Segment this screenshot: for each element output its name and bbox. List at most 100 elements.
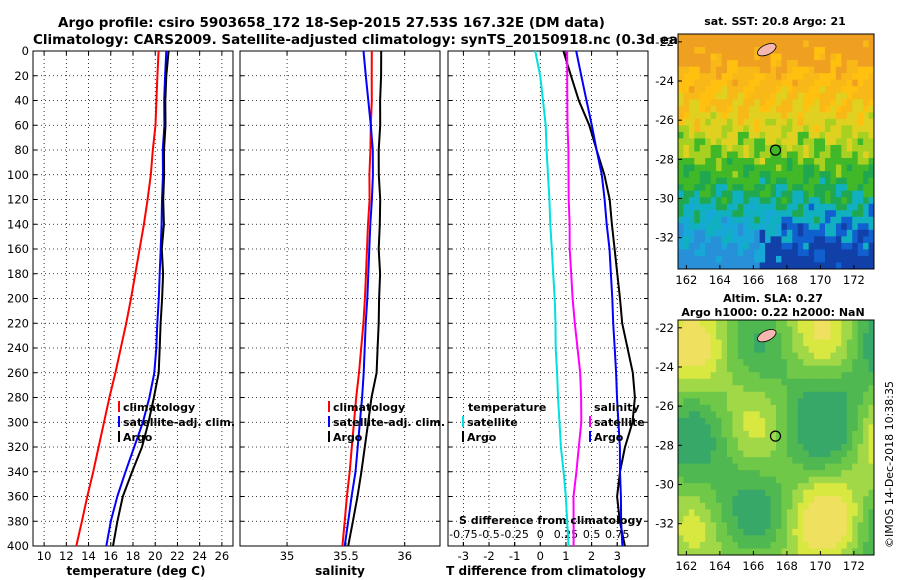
y-tick-label: 80: [14, 143, 29, 157]
map-cell: [721, 437, 728, 445]
map-cell: [841, 522, 848, 530]
map-cell: [841, 398, 848, 406]
map-cell: [786, 346, 793, 354]
map-cell: [694, 66, 701, 74]
map-cell: [803, 190, 810, 198]
map-cell: [835, 86, 842, 94]
map-cell: [841, 73, 848, 81]
map-cell: [716, 79, 722, 87]
map-cell: [776, 99, 782, 107]
y-tick-label: 340: [7, 465, 29, 479]
map-cell: [727, 359, 733, 367]
map-cell: [808, 216, 815, 224]
map-cell: [814, 372, 820, 380]
y-tick-label: 180: [7, 267, 29, 281]
map-cell: [688, 320, 695, 327]
map-cell: [688, 391, 695, 399]
map-cell: [792, 489, 799, 497]
map-cell: [748, 548, 755, 556]
map-cell: [727, 79, 733, 87]
map-cell: [759, 522, 766, 530]
map-cell: [792, 47, 799, 54]
map-cell: [814, 210, 820, 218]
map-cell: [841, 548, 848, 556]
map-cell: [699, 372, 706, 380]
map-cell: [770, 171, 777, 179]
map-cell: [863, 164, 869, 172]
map-cell: [699, 216, 706, 224]
map-cell: [754, 151, 761, 159]
map-cell: [803, 177, 810, 185]
map-cell: [825, 79, 831, 87]
map-cell: [765, 365, 771, 373]
map-cell: [852, 105, 859, 113]
map-cell: [803, 352, 810, 360]
map-cell: [699, 99, 706, 107]
map-cell: [678, 229, 684, 237]
map-cell: [868, 262, 875, 270]
series-line-temperature-argo: [562, 50, 636, 547]
map-cell: [694, 236, 701, 244]
map-cell: [754, 86, 761, 94]
map-cell: [683, 164, 690, 172]
map-cell: [710, 333, 717, 340]
map-cell: [852, 411, 859, 419]
map-cell: [846, 92, 853, 100]
map-cell: [792, 548, 799, 556]
map-cell: [721, 326, 728, 334]
map-cell: [770, 463, 777, 471]
map-cell: [863, 223, 869, 231]
map-cell: [841, 216, 848, 224]
map-cell: [803, 118, 810, 126]
map-cell: [759, 79, 766, 87]
map-cell: [868, 509, 875, 517]
map-cell: [759, 437, 766, 445]
map-cell: [776, 437, 782, 445]
map-cell: [868, 489, 875, 497]
map-cell: [868, 385, 875, 393]
island-shape: [757, 43, 777, 57]
map-cell: [792, 346, 799, 354]
map-cell: [797, 352, 804, 360]
map-cell: [841, 105, 848, 113]
map-cell: [743, 417, 750, 425]
map-cell: [743, 528, 750, 536]
map-cell: [830, 359, 837, 367]
map-cell: [781, 320, 788, 327]
map-cell: [803, 437, 810, 445]
map-cell: [683, 99, 690, 107]
map-cell: [797, 190, 804, 198]
map-cell: [754, 457, 761, 465]
map-cell: [835, 528, 842, 536]
map-cell: [732, 444, 739, 451]
map-cell: [835, 391, 842, 399]
map-cell: [776, 158, 782, 165]
map-cell: [792, 404, 799, 412]
map-cell: [781, 171, 788, 179]
map-cell: [835, 378, 842, 386]
map-cell: [830, 79, 837, 87]
map-cell: [781, 197, 788, 205]
map-cell: [721, 125, 728, 133]
map-cell: [678, 99, 684, 107]
map-cell: [835, 541, 842, 549]
map-cell: [830, 483, 837, 491]
map-cell: [743, 444, 750, 451]
map-cell: [694, 40, 701, 48]
map-cell: [857, 105, 864, 113]
map-cell: [743, 138, 750, 146]
temperature-legend: climatology satellite-adj. clim. Argo: [118, 401, 235, 444]
map-cell: [716, 470, 722, 478]
map-cell: [716, 99, 722, 107]
map-cell: [705, 158, 712, 165]
map-cell: [825, 385, 831, 393]
map-cell: [797, 131, 804, 139]
x-tick-label: 26: [215, 549, 230, 563]
map-cell: [743, 242, 750, 250]
map-cell: [814, 223, 820, 231]
map-cell: [841, 430, 848, 438]
map-cell: [727, 99, 733, 107]
map-cell: [705, 339, 712, 347]
map-cell: [776, 53, 782, 61]
map-cell: [727, 326, 733, 334]
